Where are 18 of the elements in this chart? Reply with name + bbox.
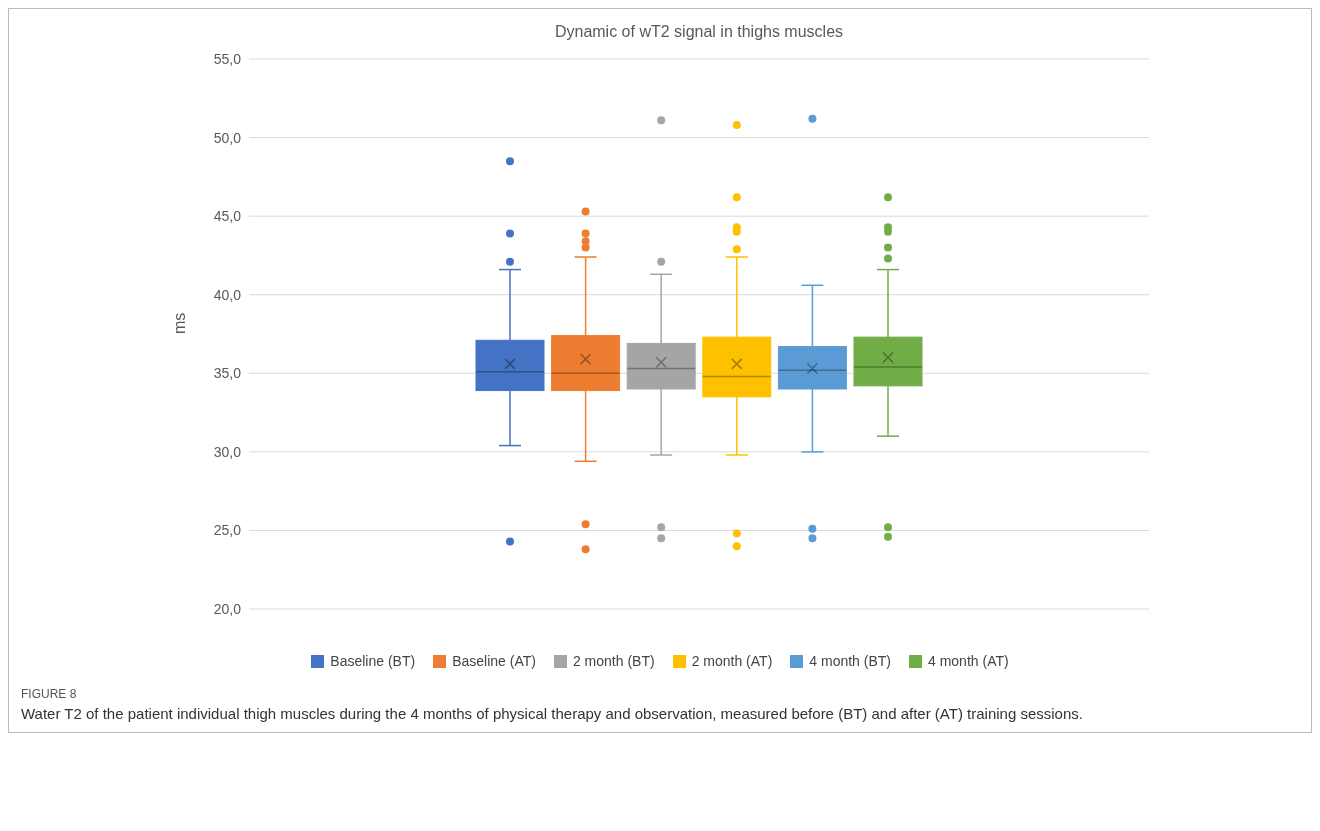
text: Water T2 of the patient individual thigh muscles during the 4 months of physical therapy and observation, measured before (BT) and after (AT) training sessions. <box>21 705 1084 722</box>
y-tick-label: 35,0 <box>213 365 242 382</box>
y-tick-label: 25,0 <box>213 522 242 539</box>
legend-label: Baseline (AT) <box>452 653 536 669</box>
legend-label: Baseline (BT) <box>330 653 416 669</box>
y-axis-title: ms <box>170 312 188 334</box>
y-tick-label: 40,0 <box>213 286 242 303</box>
chart-title: Dynamic of wT2 signal in thighs muscles <box>553 23 845 41</box>
legend-label: 2 month (AT) <box>691 653 773 669</box>
caption: FIGURE 8 <box>21 687 78 701</box>
y-tick-label: 50,0 <box>213 129 242 146</box>
y-tick-label: 30,0 <box>213 443 242 460</box>
y-tick-label: 45,0 <box>213 208 242 225</box>
legend-label: 4 month (BT) <box>809 653 891 669</box>
legend-label: 2 month (BT) <box>572 653 655 669</box>
legend-label: 4 month (AT) <box>928 653 1009 669</box>
y-tick-label: 55,0 <box>213 50 242 67</box>
y-tick-label: 20,0 <box>213 600 242 617</box>
